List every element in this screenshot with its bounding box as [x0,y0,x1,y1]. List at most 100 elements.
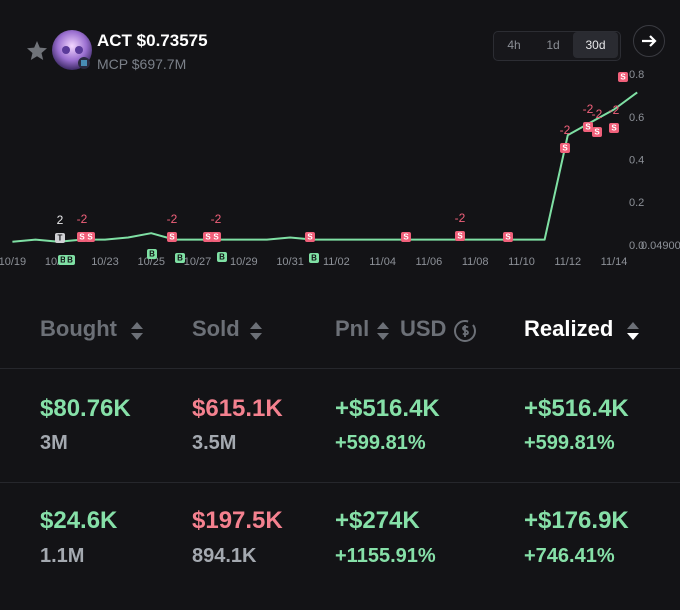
trade-marker: T2 [55,213,65,243]
cell-sub: 894.1K [192,545,257,567]
sort-icon[interactable] [128,320,146,342]
marker-box [583,122,593,132]
cell-main: $615.1K [192,395,283,422]
trade-marker: S -2 [609,103,620,133]
marker-letter: S [594,128,600,137]
trade-marker: S -2 [592,107,603,137]
trade-marker: S -2 [583,102,594,132]
y-tick-label: 0.4 [629,155,644,167]
marker-box [609,123,619,133]
x-tick-label: 11/12 [554,256,581,268]
x-tick-label: 11/14 [601,256,628,268]
trade-marker: S -2 [455,211,466,241]
marker-note: -2 [583,102,594,116]
cell-main: $80.76K [40,395,131,422]
trade-marker: S -2 [77,212,88,242]
marker-box [217,252,227,262]
trade-marker: S [85,232,95,242]
marker-box [455,231,465,241]
marker-letter: S [620,73,626,82]
marker-box [65,255,75,265]
trade-marker: S -2 [167,212,178,242]
sort-icon[interactable] [247,320,265,342]
range-button[interactable]: 4h [507,38,521,52]
marker-note: -2 [560,123,571,137]
range-button[interactable]: 1d [546,38,560,52]
marker-letter: S [307,233,313,242]
marker-letter: B [177,254,183,263]
y-tick-label: 0.6 [629,112,644,124]
column-header[interactable]: USD [400,316,447,341]
cell-main: +$176.9K [524,507,629,534]
x-tick-label: 11/04 [369,256,396,268]
cell-main: +$516.4K [335,395,440,422]
marker-box [560,143,570,153]
trade-marker: S -2 [560,123,571,153]
marker-note: -2 [77,212,88,226]
row-divider [0,482,680,483]
marker-letter: S [213,233,219,242]
x-tick-label: 11/10 [508,256,535,268]
cell-sub: 3M [40,432,68,454]
price-chart: 0.00.20.40.60.80.04900910/1910/2110/2310… [0,69,680,268]
market-cap: MCP $697.7M [97,56,187,72]
marker-letter: S [79,233,85,242]
marker-note: -2 [211,212,222,226]
x-tick-label: 10/31 [276,256,304,268]
star-icon[interactable] [26,40,48,62]
next-button[interactable] [632,24,666,58]
row-divider [0,368,680,369]
marker-note: -2 [455,211,466,225]
marker-note: -2 [592,107,603,121]
y-tick-label: 0.8 [629,69,644,81]
trade-marker: B [147,249,157,259]
price-line [12,91,638,243]
marker-letter: T [58,234,63,243]
trade-marker: S [618,72,628,82]
cell-sub: +599.81% [524,432,615,454]
marker-letter: B [311,254,317,263]
token-avatar [52,30,92,70]
marker-letter: S [87,233,93,242]
marker-box [77,232,87,242]
marker-box [55,233,65,243]
column-header[interactable]: Bought [40,316,117,341]
x-tick-label: 11/06 [416,256,443,268]
marker-box [85,232,95,242]
trade-marker: B [175,253,185,263]
token-title: ACT $0.73575 [97,31,208,50]
trade-marker: S [305,232,315,242]
currency-toggle[interactable] [452,318,478,344]
marker-letter: S [505,233,511,242]
price-label: 0.049009 [641,240,680,252]
marker-box [503,232,513,242]
marker-letter: S [457,232,463,241]
marker-box [592,127,602,137]
marker-letter: B [219,253,225,262]
marker-box [147,249,157,259]
x-tick-label: 10/25 [137,256,165,268]
cell-main: $197.5K [192,507,283,534]
cell-sub: 1.1M [40,545,85,567]
marker-box [167,232,177,242]
y-tick-label: 0.0 [629,240,644,252]
column-header[interactable]: Realized [524,316,614,341]
cell-main: +$516.4K [524,395,629,422]
trade-marker: S [401,232,411,242]
marker-letter: B [60,256,66,265]
marker-note: -2 [609,103,620,117]
range-button[interactable]: 30d [573,32,618,58]
sort-icon[interactable] [624,320,642,342]
marker-box [211,232,221,242]
sort-icon[interactable] [374,320,392,342]
marker-box [305,232,315,242]
column-header[interactable]: Sold [192,316,240,341]
column-header[interactable]: Pnl [335,316,370,341]
marker-letter: S [562,144,568,153]
x-tick-label: 10/29 [230,256,258,268]
cell-main: $24.6K [40,507,118,534]
cell-sub: 3.5M [192,432,237,454]
trade-marker: B [65,255,75,265]
trade-marker: S -2 [211,212,222,242]
